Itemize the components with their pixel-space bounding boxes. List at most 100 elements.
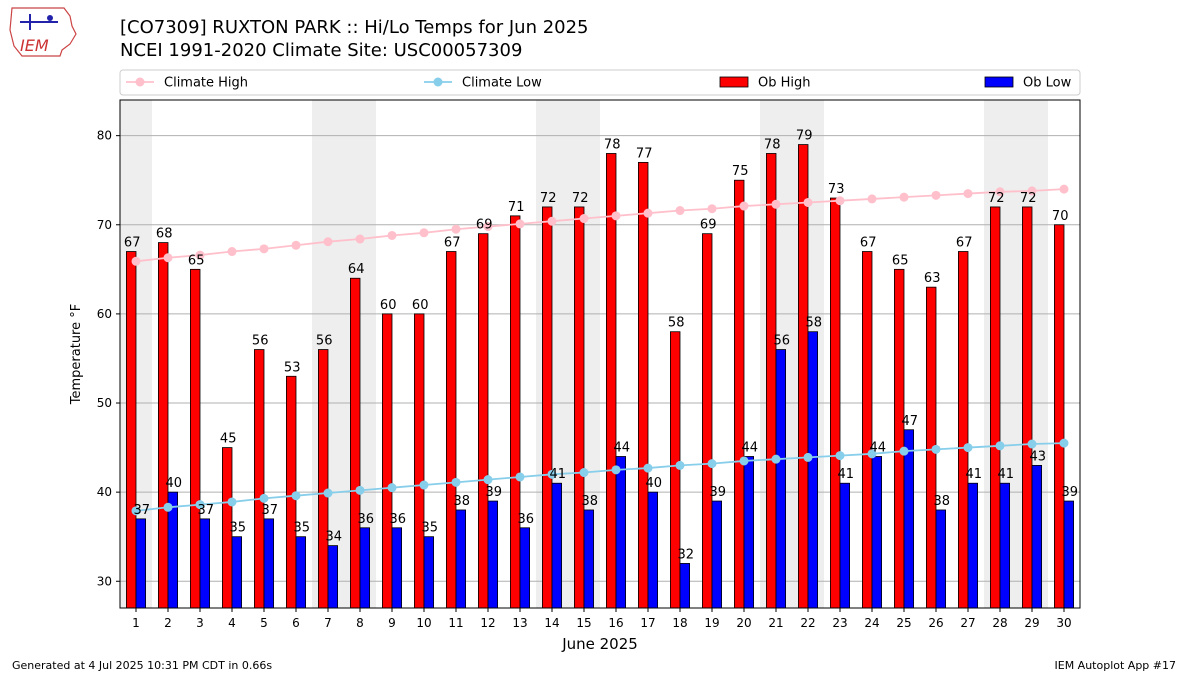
- climate-low-point: [1059, 438, 1069, 448]
- ob-high-bar: [1022, 206, 1033, 609]
- ob-low-value-label: 40: [166, 476, 183, 491]
- x-axis-label: June 2025: [561, 635, 638, 653]
- ob-low-value-label: 39: [710, 485, 727, 500]
- ob-high-bar: [862, 251, 873, 609]
- climate-high-point: [707, 204, 717, 214]
- climate-low-point: [579, 468, 589, 478]
- climate-high-point: [227, 247, 237, 257]
- ob-low-value-label: 40: [646, 476, 663, 491]
- climate-high-point: [931, 190, 941, 200]
- climate-high-point: [963, 189, 973, 199]
- x-tick-label: 16: [608, 616, 623, 630]
- ob-low-bar: [743, 456, 755, 609]
- climate-low-point: [899, 446, 909, 456]
- ob-high-value-label: 64: [348, 262, 365, 277]
- ob-high-value-label: 60: [380, 298, 397, 313]
- ob-high-value-label: 67: [124, 236, 141, 251]
- x-tick-label: 24: [864, 616, 879, 630]
- climate-low-point: [803, 452, 813, 462]
- ob-low-value-label: 38: [582, 494, 599, 509]
- x-tick-label: 1: [132, 616, 140, 630]
- page-title: [CO7309] RUXTON PARK :: Hi/Lo Temps for …: [120, 17, 589, 38]
- climate-low-point: [867, 449, 877, 459]
- ob-high-value-label: 56: [252, 334, 269, 349]
- climate-high-point: [835, 196, 845, 206]
- x-tick-label: 7: [324, 616, 332, 630]
- ob-low-bar: [1031, 465, 1043, 609]
- ob-high-bar: [317, 349, 329, 609]
- climate-high-point: [675, 206, 685, 216]
- legend-ob-low: Ob Low: [984, 76, 1072, 91]
- ob-low-bar: [775, 349, 787, 609]
- ob-high-bar: [734, 179, 745, 609]
- x-tick-label: 29: [1024, 616, 1039, 630]
- climate-high-point: [739, 201, 749, 211]
- ob-low-value-label: 36: [518, 512, 535, 527]
- ob-low-bar: [423, 536, 435, 609]
- x-tick-label: 30: [1056, 616, 1071, 630]
- ob-high-bar: [638, 161, 649, 609]
- y-tick-label: 30: [97, 574, 112, 588]
- ob-high-bar: [445, 251, 457, 609]
- ob-high-bar: [702, 233, 713, 609]
- ob-low-bar: [327, 545, 339, 609]
- ob-high-value-label: 67: [956, 236, 973, 251]
- ob-high-bar: [189, 268, 201, 609]
- ob-high-bar: [253, 349, 265, 609]
- climate-high-point: [355, 234, 365, 244]
- ob-low-bar: [263, 518, 275, 609]
- ob-high-value-label: 72: [540, 191, 557, 206]
- climate-high-point: [643, 208, 653, 218]
- ob-low-bar: [391, 527, 403, 609]
- svg-text:IEM: IEM: [20, 36, 49, 55]
- ob-low-bar: [999, 482, 1011, 609]
- ob-low-bar: [871, 456, 883, 609]
- climate-high-point: [579, 214, 589, 224]
- legend-label: Climate Low: [462, 76, 542, 91]
- x-tick-label: 8: [356, 616, 364, 630]
- climate-low-point: [835, 451, 845, 461]
- footer-app: IEM Autoplot App #17: [1054, 659, 1177, 672]
- climate-high-point: [1059, 184, 1069, 194]
- ob-high-value-label: 72: [988, 191, 1005, 206]
- x-tick-label: 10: [416, 616, 431, 630]
- ob-high-bar: [574, 206, 585, 609]
- climate-low-point: [131, 506, 141, 516]
- y-tick-label: 40: [97, 485, 112, 499]
- climate-low-point: [323, 488, 333, 498]
- climate-high-point: [451, 224, 461, 234]
- ob-low-value-label: 35: [294, 521, 311, 536]
- climate-low-point: [291, 491, 301, 501]
- climate-low-point: [995, 441, 1005, 451]
- climate-high-point: [899, 192, 909, 202]
- ob-low-value-label: 38: [454, 494, 471, 509]
- ob-low-value-label: 35: [230, 521, 247, 536]
- climate-high-point: [1027, 186, 1037, 196]
- ob-low-bar: [1063, 500, 1075, 609]
- ob-low-bar: [647, 491, 659, 609]
- ob-high-bar: [1054, 224, 1065, 609]
- ob-high-bar: [766, 153, 777, 609]
- ob-high-value-label: 68: [156, 227, 173, 242]
- x-tick-label: 11: [448, 616, 463, 630]
- climate-high-point: [195, 250, 205, 260]
- ob-high-bar: [798, 144, 809, 609]
- ob-low-value-label: 41: [966, 467, 983, 482]
- climate-low-point: [675, 460, 685, 470]
- ob-high-bar: [477, 233, 489, 609]
- ob-low-bar: [903, 429, 915, 609]
- ob-low-value-label: 44: [870, 440, 887, 455]
- climate-low-point: [195, 500, 205, 510]
- bar-value-labels: 67 68 65 45 56 53 56 64 60 60 67 69 71 72 72 78 77 58 69 75…: [124, 129, 1078, 563]
- ob-low-value-label: 32: [678, 547, 695, 562]
- page-subtitle: NCEI 1991-2020 Climate Site: USC00057309: [120, 40, 523, 61]
- ob-low-bar: [839, 482, 851, 609]
- ob-low-value-label: 58: [806, 316, 823, 331]
- legend-bar-swatch: [984, 76, 1014, 88]
- ob-high-bar: [509, 215, 521, 609]
- climate-low-point: [419, 480, 429, 490]
- legend-bar-swatch: [719, 76, 749, 88]
- ob-high-value-label: 63: [924, 271, 941, 286]
